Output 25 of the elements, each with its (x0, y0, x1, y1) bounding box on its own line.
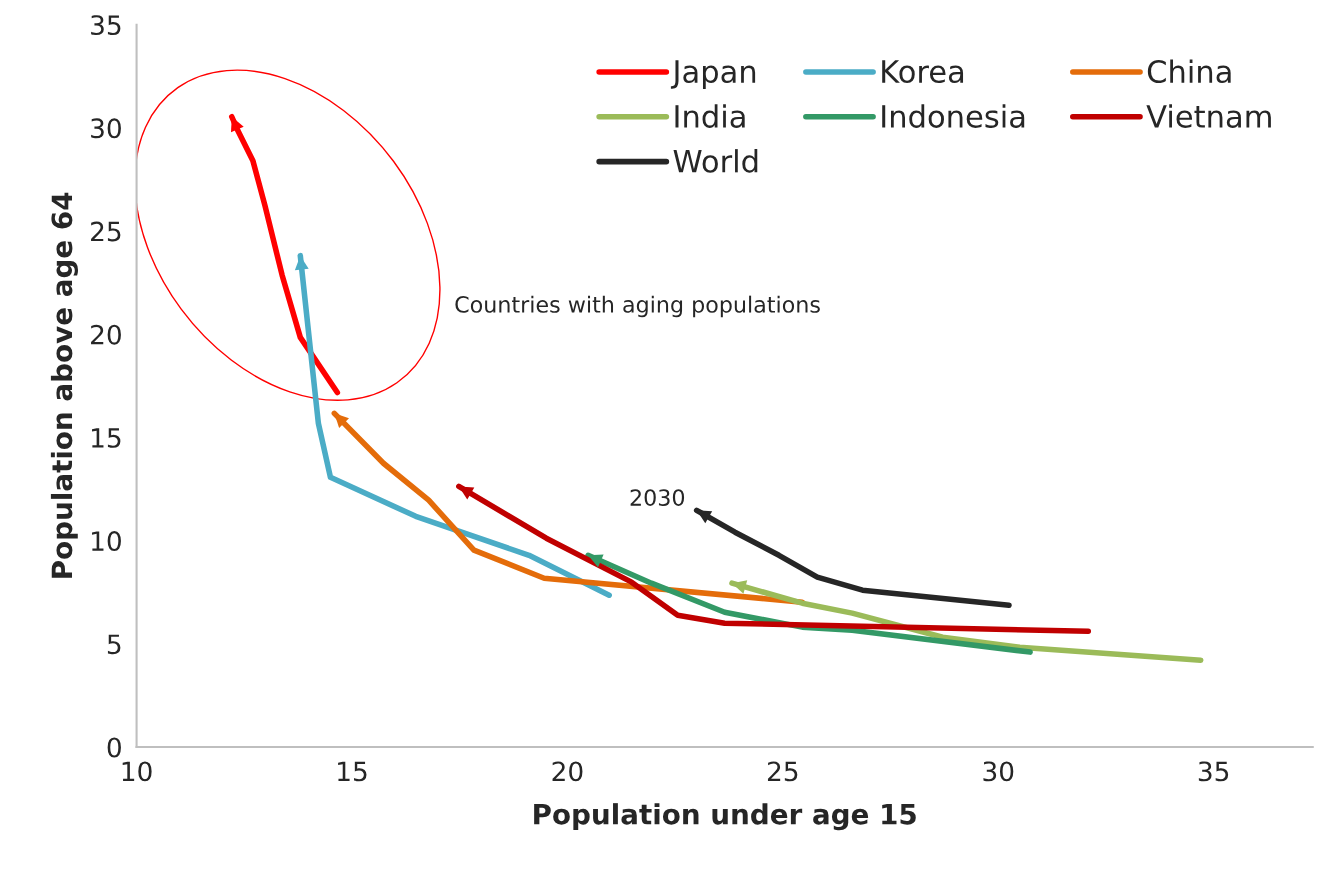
x-tick-label: 30 (983, 761, 1014, 782)
legend-label: Korea (882, 60, 964, 84)
legend-label: Japan (670, 60, 756, 89)
x-tick-label: 15 (338, 761, 367, 782)
y-tick-label: 15 (92, 428, 121, 448)
y-axis-title: Population above age 64 (50, 192, 78, 578)
x-tick-label: 10 (122, 761, 152, 782)
y-tick-label: 5 (107, 634, 121, 655)
legend-label: India (675, 104, 745, 128)
legend-label: Vietnam (1146, 104, 1271, 128)
y-tick-label: 30 (91, 118, 121, 139)
x-tick-label: 25 (767, 761, 798, 782)
y-tick-label: 20 (91, 324, 121, 345)
x-tick-label: 20 (552, 761, 583, 782)
y-tick-label: 10 (92, 531, 121, 552)
legend-label: Indonesia (882, 104, 1025, 128)
y-tick-label: 0 (107, 737, 121, 758)
y-tick-label: 35 (91, 15, 121, 36)
legend-label: World (673, 149, 758, 173)
x-tick-label: 35 (1198, 761, 1229, 782)
annotation: Countries with aging populations (455, 295, 820, 318)
legend-label: China (1147, 59, 1231, 84)
x-axis-title: Population under age 15 (534, 803, 916, 831)
y-tick-label: 25 (91, 221, 121, 242)
annotation: 2030 (630, 489, 685, 507)
